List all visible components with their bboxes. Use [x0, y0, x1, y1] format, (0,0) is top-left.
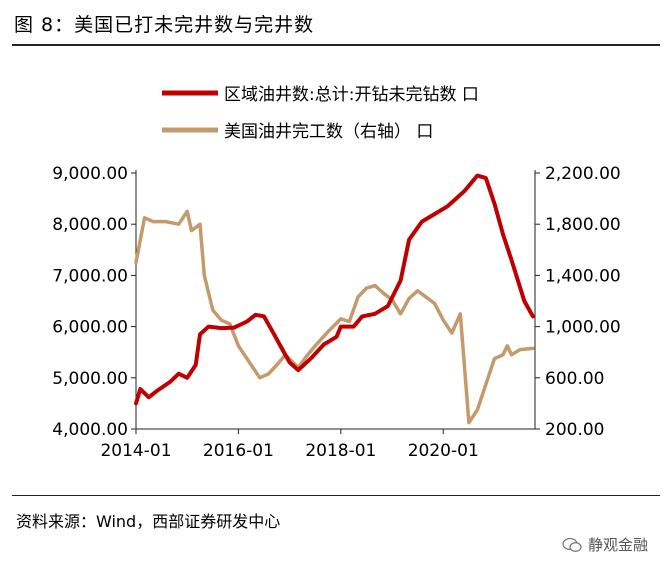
right-tick-label: 1,000.00	[545, 318, 621, 338]
x-tick-label: 2016-01	[203, 441, 274, 461]
legend: 区域油井数:总计:开钻未完钻数 口 美国油井完工数（右轴） 口	[162, 85, 479, 142]
right-tick-label: 200.00	[545, 420, 604, 440]
right-tick-label: 600.00	[545, 369, 604, 389]
legend-label-wells-completed: 美国油井完工数（右轴） 口	[224, 122, 433, 142]
watermark-text: 静观金融	[587, 536, 648, 554]
source-rule	[12, 495, 660, 496]
x-tick-label: 2020-01	[408, 441, 479, 461]
x-tick-label: 2018-01	[305, 441, 376, 461]
axes: 4,000.00 5,000.00 6,000.00 7,000.00 8,000.00…	[52, 164, 620, 461]
left-tick-label: 4,000.00	[52, 420, 128, 440]
right-tick-label: 2,200.00	[545, 164, 621, 184]
wechat-icon	[562, 537, 582, 552]
left-tick-label: 8,000.00	[52, 215, 128, 235]
left-tick-label: 6,000.00	[52, 318, 128, 338]
series-line-wells-completed	[134, 209, 535, 425]
source-note: 资料来源：Wind，西部证券研发中心	[16, 512, 281, 531]
x-tick-label: 2014-01	[100, 441, 171, 461]
right-tick-label: 1,400.00	[545, 266, 621, 286]
chart: 区域油井数:总计:开钻未完钻数 口 美国油井完工数（右轴） 口 4,000.00…	[52, 85, 620, 461]
figure-title: 图 8：美国已打未完井数与完井数	[14, 14, 315, 36]
series-line-wells-drilled	[134, 173, 535, 406]
left-tick-label: 9,000.00	[52, 164, 128, 184]
left-tick-label: 5,000.00	[52, 369, 128, 389]
watermark: 静观金融	[562, 534, 648, 555]
title-rule	[12, 44, 660, 46]
legend-label-wells-drilled: 区域油井数:总计:开钻未完钻数 口	[224, 85, 479, 105]
series-layer	[134, 173, 535, 425]
right-tick-label: 1,800.00	[545, 215, 621, 235]
left-tick-label: 7,000.00	[52, 266, 128, 286]
